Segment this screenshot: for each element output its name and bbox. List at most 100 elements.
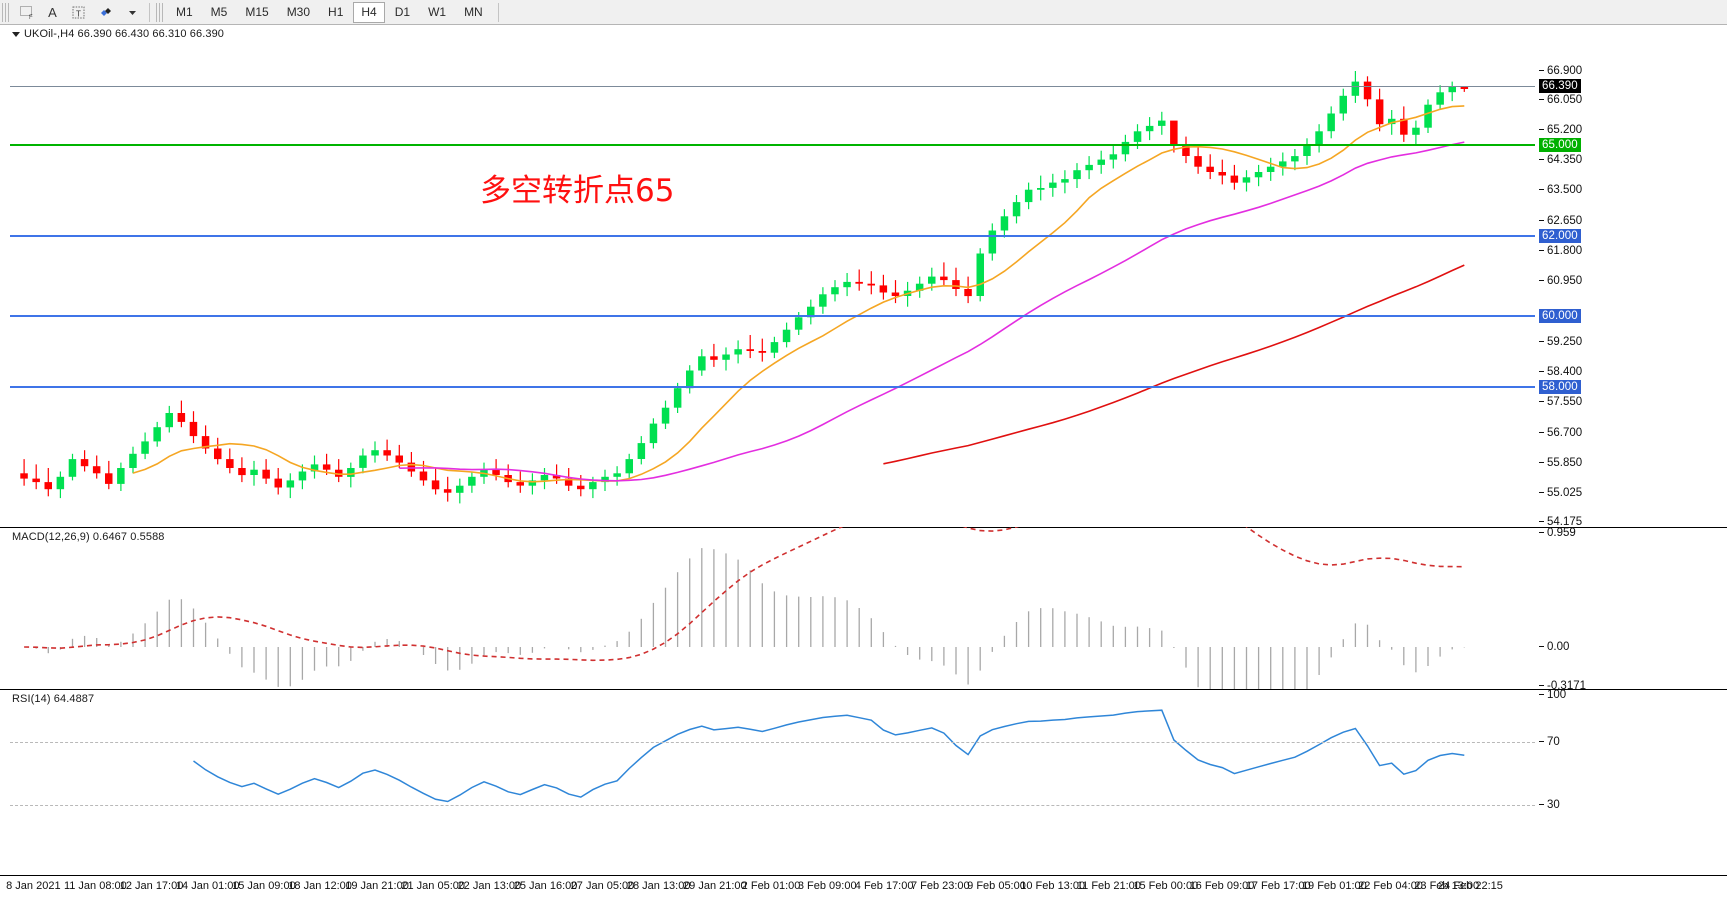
price-tick-label: 54.175: [1547, 516, 1583, 527]
price-tick: 56.700: [1539, 427, 1582, 439]
price-tick-label: 66.900: [1547, 65, 1583, 77]
timeframe-h4[interactable]: H4: [353, 1, 385, 23]
price-tick: 66.050: [1539, 94, 1582, 106]
timeframe-d1-label: D1: [394, 5, 411, 19]
rsi-pane-border: [0, 689, 1727, 690]
macd-tick: 0.00: [1539, 641, 1569, 653]
timeframe-grip[interactable]: [156, 2, 165, 22]
level-tag-65[interactable]: 65.000: [1539, 138, 1581, 152]
price-scale[interactable]: 66.900 66.050 65.200 64.350 63.500 62.650 61.8…: [1535, 25, 1727, 527]
chart-annotation: 多空转折点65: [480, 173, 675, 209]
time-axis-label: 8 Jan 2021: [6, 880, 61, 892]
time-axis-label: 10 Feb 13:00: [1020, 880, 1086, 892]
time-axis-label: 3 Feb 09:00: [797, 880, 857, 892]
toolbar-divider: [149, 2, 150, 22]
price-tick: 59.250: [1539, 336, 1582, 348]
macd-tick-label: 0.959: [1547, 527, 1576, 539]
timeframe-m15[interactable]: M15: [237, 2, 276, 23]
price-pane[interactable]: UKOil-,H4 66.390 66.430 66.310 66.390 多空…: [0, 25, 1727, 527]
rsi-tick-label: 30: [1547, 799, 1560, 811]
price-tick: 60.950: [1539, 275, 1582, 287]
support-line-60[interactable]: [10, 315, 1535, 317]
collapse-triangle-icon[interactable]: [12, 31, 20, 37]
time-axis-label: 9 Feb 05:00: [967, 880, 1026, 892]
price-tick-label: 57.550: [1547, 396, 1583, 408]
price-tick-label: 61.800: [1547, 245, 1583, 257]
time-axis-label: 19 Feb 01:00: [1301, 880, 1367, 892]
price-tick: 62.650: [1539, 215, 1582, 227]
macd-tick-label: 0.00: [1547, 641, 1570, 653]
price-tick-label: 60.950: [1547, 275, 1583, 287]
rsi-pane-header: RSI(14) 64.4887: [12, 693, 95, 705]
time-axis-label: 29 Jan 21:00: [683, 880, 747, 892]
level-tag-60[interactable]: 60.000: [1539, 309, 1581, 323]
objects-dropdown-icon[interactable]: [121, 2, 144, 23]
price-plot[interactable]: 多空转折点65: [10, 25, 1535, 527]
crosshair-grid-icon[interactable]: F: [14, 2, 39, 23]
time-axis-label: 17 Feb 17:00: [1245, 880, 1311, 892]
level-tag-62[interactable]: 62.000: [1539, 229, 1581, 243]
time-axis-label: 21 Jan 05:00: [401, 880, 466, 892]
price-tick: 55.025: [1539, 487, 1582, 499]
rsi-scale: 100 70 30: [1535, 689, 1727, 875]
price-tick: 57.550: [1539, 396, 1582, 408]
support-line-62[interactable]: [10, 235, 1535, 237]
price-tick: 55.850: [1539, 457, 1582, 469]
price-tick: 58.400: [1539, 366, 1582, 378]
time-axis-label: 12 Jan 17:00: [119, 880, 184, 892]
rsi-plot[interactable]: [10, 689, 1535, 875]
price-tick-label: 55.025: [1547, 487, 1583, 499]
timeframe-m15-label: M15: [245, 5, 269, 19]
symbol-ohlc-text: UKOil-,H4 66.390 66.430 66.310 66.390: [24, 28, 225, 40]
time-axis[interactable]: 8 Jan 2021 11 Jan 08:00 12 Jan 17:00 14 Jan…: [0, 875, 1727, 897]
timeframe-m30[interactable]: M30: [279, 2, 318, 23]
timeframe-d1[interactable]: D1: [387, 2, 418, 23]
time-axis-label: 15 Feb 00:00: [1133, 880, 1199, 892]
rsi-level-30: [10, 805, 1535, 806]
objects-tool-icon[interactable]: [93, 2, 119, 23]
price-tick-label: 59.250: [1547, 336, 1583, 348]
timeframe-m30-label: M30: [286, 5, 311, 19]
timeframe-m1[interactable]: M1: [168, 2, 201, 23]
support-line-58[interactable]: [10, 386, 1535, 388]
current-price-tag[interactable]: 66.390: [1539, 79, 1581, 93]
timeframe-mn-label: MN: [464, 5, 483, 19]
rsi-pane[interactable]: RSI(14) 64.4887 100 70 30 8 Jan 2021 11 Jan…: [0, 689, 1727, 897]
text-label-tool-icon[interactable]: T: [66, 2, 91, 23]
price-tick: 61.800: [1539, 245, 1582, 257]
price-tick: 64.350: [1539, 154, 1582, 166]
timeframe-w1-label: W1: [428, 5, 447, 19]
time-axis-label: 16 Feb 09:00: [1189, 880, 1255, 892]
timeframe-h4-label: H4: [361, 5, 377, 19]
price-tick: 65.200: [1539, 124, 1582, 136]
price-tick-label: 63.500: [1547, 184, 1583, 196]
level-tag-58[interactable]: 58.000: [1539, 380, 1581, 394]
timeframe-w1[interactable]: W1: [420, 2, 454, 23]
timeframe-m5[interactable]: M5: [203, 2, 236, 23]
timeframe-m1-label: M1: [176, 5, 193, 19]
timeframe-h1-label: H1: [328, 5, 344, 19]
timeframe-mn[interactable]: MN: [456, 2, 491, 23]
macd-tick: 0.959: [1539, 527, 1576, 539]
rsi-level-70: [10, 742, 1535, 743]
svg-text:T: T: [76, 9, 81, 18]
time-axis-label: 11 Jan 08:00: [63, 880, 127, 892]
support-line-65[interactable]: [10, 144, 1535, 146]
price-tick-label: 55.850: [1547, 457, 1583, 469]
time-axis-label: 7 Feb 23:00: [910, 880, 970, 892]
timeframe-h1[interactable]: H1: [320, 2, 351, 23]
chart-area[interactable]: UKOil-,H4 66.390 66.430 66.310 66.390 多空…: [0, 25, 1727, 897]
rsi-tick: 30: [1539, 799, 1560, 811]
rsi-tick: 100: [1539, 689, 1566, 701]
macd-plot[interactable]: [10, 527, 1535, 689]
current-price-line: [10, 86, 1535, 87]
macd-pane[interactable]: MACD(12,26,9) 0.6467 0.5588 0.959 0.00 -0.…: [0, 527, 1727, 689]
price-tick: 63.500: [1539, 184, 1582, 196]
price-tick-label: 65.200: [1547, 124, 1583, 136]
time-axis-label: 14 Jan 01:00: [175, 880, 240, 892]
rsi-tick-label: 100: [1547, 689, 1567, 701]
text-tool-icon[interactable]: A: [48, 4, 57, 20]
rsi-series: [193, 709, 1465, 803]
toolbar-grip[interactable]: [2, 2, 11, 22]
